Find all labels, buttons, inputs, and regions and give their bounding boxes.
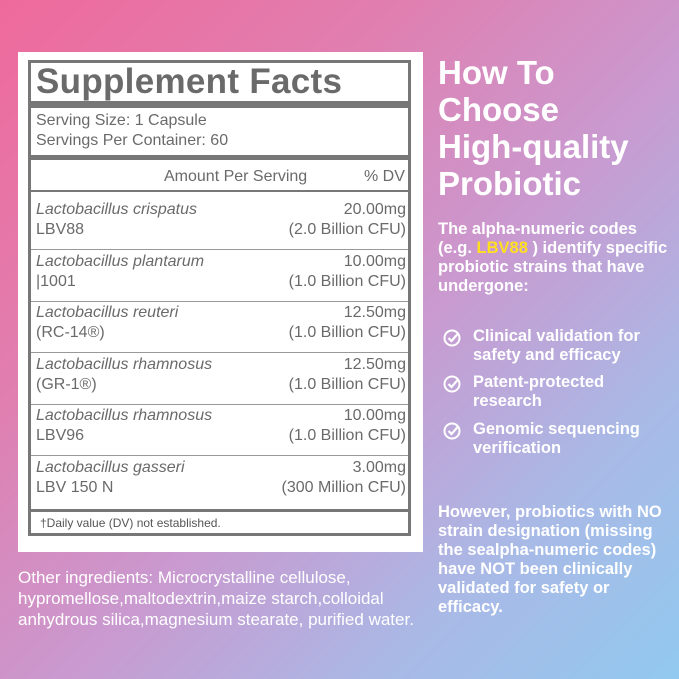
strain-name: Lactobacillus gasseri	[36, 458, 185, 476]
strain-code: LBV88	[36, 221, 85, 238]
facts-title: Supplement Facts	[36, 62, 343, 101]
facts-row: Lactobacillus rhamnosus (GR-1®) 12.50mg (1.…	[36, 355, 406, 406]
row-rule	[31, 455, 408, 456]
strain-code: LBV 150 N	[36, 478, 114, 496]
amount: 12.50mg	[343, 304, 406, 321]
strain-code: LBV96	[36, 427, 85, 444]
title-line: How To	[438, 54, 555, 91]
rule	[31, 509, 408, 512]
check-icon	[443, 422, 461, 440]
facts-row: Lactobacillus gasseri LBV 150 N 3.00mg (300…	[36, 458, 406, 509]
header-amount: Amount Per Serving	[164, 168, 308, 185]
amount: 3.00mg	[352, 458, 406, 476]
check-icon	[443, 329, 461, 347]
rule	[31, 190, 408, 192]
other-ingredients: Other ingredients: Microcrystalline cell…	[18, 567, 428, 630]
strain-code: (GR-1®)	[36, 375, 97, 393]
check-text: Genomic sequencing verification	[473, 420, 640, 457]
intro-text: ) identify specific probiotic strains th…	[438, 239, 668, 295]
facts-frame	[28, 60, 411, 536]
strain-code: (RC-14®)	[36, 324, 105, 341]
amount: 10.00mg	[343, 407, 406, 424]
strain-name: Lactobacillus plantarum	[36, 252, 205, 270]
other-label: Other ingredients:	[18, 568, 154, 587]
amount: 20.00mg	[343, 201, 406, 218]
facts-row: Lactobacillus reuteri (RC-14®) 12.50mg (1.0…	[36, 303, 406, 354]
strain-code: |1001	[36, 272, 76, 290]
strain-name: Lactobacillus crispatus	[36, 201, 197, 218]
check-item: Genomic sequencing verification	[442, 420, 672, 458]
servings-per-container: Servings Per Container: 60	[36, 132, 229, 149]
cfu: (1.0 Billion CFU)	[288, 324, 406, 341]
row-rule	[31, 249, 408, 250]
check-item: Clinical validation for safety and effic…	[442, 327, 672, 365]
check-text: Patent-protected research	[473, 373, 605, 410]
cfu: (1.0 Billion CFU)	[288, 375, 406, 393]
facts-row: Lactobacillus plantarum |1001 10.00mg (1.0 …	[36, 252, 406, 303]
rule	[31, 155, 408, 160]
facts-panel	[18, 52, 423, 552]
row-rule	[31, 300, 408, 302]
intro-text: The alpha-numeric codes (e.g.	[438, 220, 637, 257]
serving-size: Serving Size: 1 Capsule	[36, 112, 207, 129]
row-rule	[31, 403, 408, 405]
facts-row: Lactobacillus rhamnosus LBV96 10.00mg (1.0 …	[36, 406, 406, 457]
check-icon	[443, 375, 461, 393]
amount: 12.50mg	[343, 355, 406, 373]
check-text: Clinical validation for safety and effic…	[473, 327, 640, 364]
cfu: (1.0 Billion CFU)	[288, 427, 406, 444]
cfu: (300 Million CFU)	[281, 478, 406, 496]
cfu: (2.0 Billion CFU)	[288, 221, 406, 238]
title-line: Probiotic	[438, 165, 582, 202]
warning: However, probiotics with NO strain desig…	[438, 503, 662, 616]
title-line: High-quality	[438, 128, 629, 165]
header-dv: % DV	[364, 168, 405, 185]
strain-name: Lactobacillus rhamnosus	[36, 355, 213, 373]
title-line: Choose	[438, 91, 560, 128]
intro: The alpha-numeric codes (e.g. LBV88 ) id…	[438, 220, 673, 296]
strain-name: Lactobacillus rhamnosus	[36, 407, 213, 424]
cfu: (1.0 Billion CFU)	[288, 272, 406, 290]
row-rule	[31, 352, 408, 353]
side-title: How To Choose High-quality Probiotic	[438, 54, 629, 202]
other-text: Microcrystalline cellulose, hypromellose…	[18, 568, 414, 629]
strain-name: Lactobacillus reuteri	[36, 304, 179, 321]
intro-highlight: LBV88	[476, 239, 528, 257]
amount: 10.00mg	[343, 252, 406, 270]
footnote: †Daily value (DV) not established.	[40, 516, 221, 530]
rule	[31, 101, 408, 108]
facts-row: Lactobacillus crispatus LBV88 20.00mg (2.0 …	[36, 200, 406, 251]
check-item: Patent-protected research	[442, 373, 672, 411]
